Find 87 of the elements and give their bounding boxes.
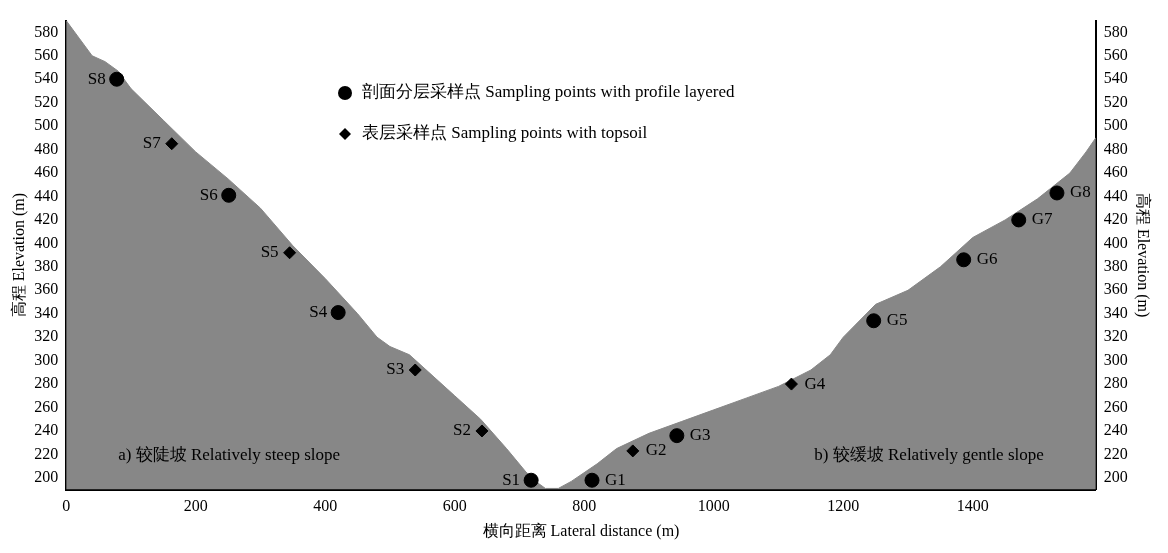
y-tick-label: 280: [34, 374, 59, 392]
y2-tick-label: 440: [1103, 186, 1128, 204]
x-tick-label: 200: [183, 497, 208, 515]
y2-tick-label: 580: [1103, 22, 1128, 40]
y-tick-label: 440: [34, 186, 59, 204]
point: [109, 71, 125, 87]
y-tick-label: 460: [34, 163, 59, 181]
annotation: G5: [886, 310, 908, 330]
point: [669, 428, 685, 444]
annotation: G2: [645, 440, 667, 460]
x-tick-label: 1000: [697, 497, 730, 515]
point: [523, 472, 539, 488]
annotation: S6: [199, 184, 218, 204]
y2-tick-label: 240: [1103, 421, 1128, 439]
annotation: G7: [1031, 209, 1054, 229]
y2-tick-label: 220: [1103, 444, 1128, 462]
point: [956, 252, 972, 268]
y2-tick-label: 520: [1103, 92, 1128, 110]
y2-axis-title: 高程 Elevation (m): [1134, 192, 1153, 318]
annotation: b) 较缓坡 Relatively gentle slope: [814, 445, 1044, 465]
y2-tick-label: 400: [1103, 233, 1128, 251]
y-tick-label: 260: [34, 397, 59, 415]
y2-tick-label: 500: [1103, 116, 1128, 134]
point: [866, 313, 882, 329]
annotation: G3: [689, 425, 711, 445]
legend-label: 表层采样点 Sampling points with topsoil: [362, 123, 648, 142]
y2-tick-label: 300: [1103, 350, 1128, 368]
y-tick-label: 420: [34, 210, 59, 228]
annotation: S1: [502, 469, 521, 489]
annotation: S5: [260, 242, 279, 262]
y2-tick-label: 560: [1103, 45, 1128, 63]
legend-label: 剖面分层采样点 Sampling points with profile layered: [362, 82, 735, 101]
y-tick-label: 540: [34, 69, 59, 87]
y2-tick-label: 280: [1103, 374, 1128, 392]
y2-tick-label: 360: [1103, 280, 1128, 298]
y-tick-label: 520: [34, 92, 59, 110]
x-tick-label: 0: [62, 497, 71, 515]
point: [165, 137, 179, 151]
y-tick-label: 500: [34, 116, 59, 134]
y-tick-label: 480: [34, 139, 59, 157]
y-tick-label: 380: [34, 257, 59, 275]
point: [408, 363, 422, 377]
x-axis-title: 横向距离 Lateral distance (m): [482, 521, 680, 540]
y2-tick-label: 460: [1103, 163, 1128, 181]
y-tick-label: 220: [34, 444, 59, 462]
point: [1049, 185, 1065, 201]
y2-tick-label: 340: [1103, 303, 1128, 321]
x-tick-label: 600: [442, 497, 467, 515]
annotation: S3: [386, 359, 405, 379]
annotation: S4: [309, 302, 328, 322]
y2-tick-label: 320: [1103, 327, 1128, 345]
annotation: S8: [87, 68, 106, 88]
y2-tick-label: 540: [1103, 69, 1128, 87]
y-axis-title: 高程 Elevation (m): [9, 192, 28, 318]
x-tick-label: 1200: [827, 497, 860, 515]
point: [221, 187, 237, 203]
annotation: S7: [142, 133, 162, 153]
annotation: G4: [804, 373, 826, 393]
point: [784, 377, 798, 391]
y-tick-label: 580: [34, 22, 59, 40]
y-tick-label: 340: [34, 303, 59, 321]
y2-tick-label: 380: [1103, 257, 1128, 275]
annotation: S2: [452, 420, 471, 440]
y2-tick-label: 420: [1103, 210, 1128, 228]
annotation: G8: [1069, 182, 1091, 202]
x-tick-label: 1400: [956, 497, 989, 515]
y-tick-label: 300: [34, 350, 59, 368]
point: [626, 444, 640, 458]
annotation: G1: [605, 469, 626, 489]
annotation: G6: [976, 249, 998, 269]
y2-tick-label: 260: [1103, 397, 1128, 415]
x-tick-label: 400: [313, 497, 338, 515]
y2-tick-label: 480: [1103, 139, 1128, 157]
point: [283, 246, 297, 260]
point: [330, 305, 346, 321]
y-tick-label: 400: [34, 233, 59, 251]
y-tick-label: 320: [34, 327, 59, 345]
y-tick-label: 240: [34, 421, 59, 439]
y-tick-label: 200: [34, 468, 59, 486]
point: [475, 424, 489, 438]
point: [584, 472, 600, 488]
y-tick-label: 560: [34, 45, 59, 63]
point: [1011, 212, 1027, 228]
x-tick-label: 800: [572, 497, 597, 515]
y-tick-label: 360: [34, 280, 59, 298]
y2-tick-label: 200: [1103, 468, 1128, 486]
annotation: a) 较陡坡 Relatively steep slope: [118, 445, 341, 465]
